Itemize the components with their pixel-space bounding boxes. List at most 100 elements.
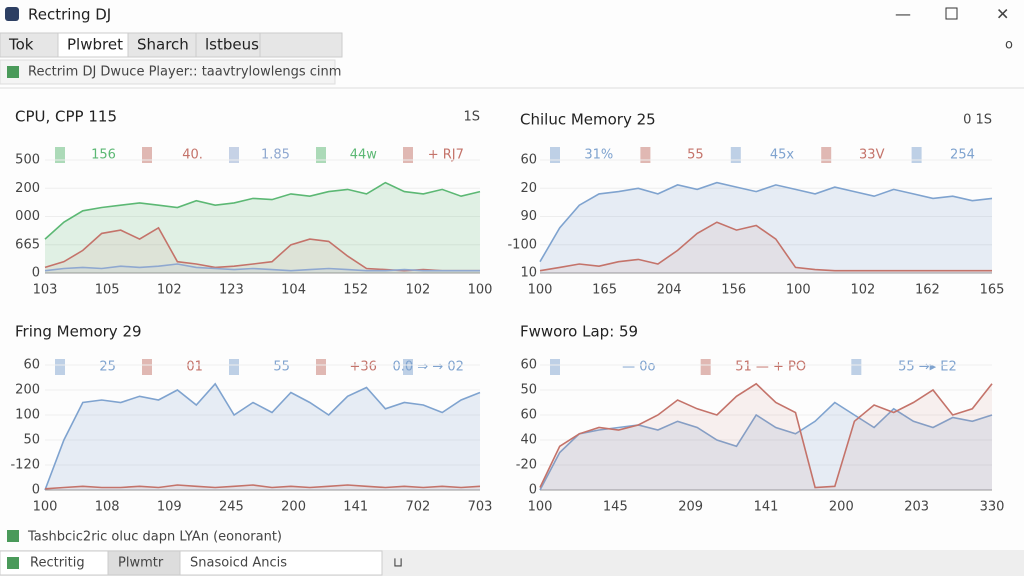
legend-swatch: [142, 359, 152, 375]
series-area: [540, 383, 992, 490]
series-area: [540, 182, 992, 273]
x-tick-label: 152: [343, 283, 368, 298]
y-tick-label: 40: [520, 433, 537, 448]
maximize-button[interactable]: [945, 7, 958, 20]
x-tick-label: 245: [219, 500, 244, 515]
app-icon: [5, 7, 19, 21]
legend-swatch: [550, 359, 560, 375]
legend-swatch: [316, 147, 326, 163]
legend-label: 33V: [859, 148, 885, 163]
panel-title: Chiluc Memory 25: [520, 111, 656, 129]
x-tick-label: 141: [343, 500, 368, 515]
legend-label: 55: [687, 148, 704, 163]
legend-swatch: [640, 147, 651, 163]
minimize-button[interactable]: —: [895, 5, 911, 24]
x-tick-label: 330: [980, 500, 1005, 515]
y-tick-label: -20: [516, 458, 537, 473]
x-tick-label: 204: [657, 283, 682, 298]
series-line: [44, 181, 481, 240]
legend-swatch: [316, 359, 326, 375]
tab[interactable]: [0, 32, 59, 58]
bottom-tab-label: Rectritig: [30, 556, 85, 571]
y-tick-label: 100: [15, 408, 40, 423]
settings-icon[interactable]: o: [1005, 38, 1013, 53]
window-title: Rectring DJ: [28, 6, 111, 24]
legend-label: 51 — + PO: [735, 360, 806, 375]
x-tick-label: 100: [528, 283, 553, 298]
legend-label: 156: [91, 148, 116, 163]
x-tick-label: 102: [405, 283, 430, 298]
x-tick-label: 141: [754, 500, 779, 515]
panel-title: Fwworo Lap: 59: [520, 323, 638, 341]
legend-swatch: [730, 147, 741, 163]
series-area: [540, 222, 992, 273]
legend-label: — 0o: [622, 360, 655, 375]
tab[interactable]: [195, 32, 261, 58]
tab-label: lstbeus: [205, 36, 259, 54]
y-tick-label: 20: [520, 181, 537, 196]
bottom-tab-icon: [7, 557, 19, 569]
bottom-tab-label: Plwmtr: [118, 556, 164, 571]
tab-label: Sharch: [137, 36, 189, 54]
tab[interactable]: [57, 32, 129, 58]
y-tick-label: 60: [520, 153, 537, 168]
series-line: [44, 382, 481, 491]
legend-label: 01: [186, 360, 203, 375]
x-tick-label: 200: [281, 500, 306, 515]
y-tick-label: 000: [15, 209, 40, 224]
x-tick-label: 156: [721, 283, 746, 298]
y-tick-label: -100: [507, 237, 537, 252]
legend-swatch: [229, 359, 239, 375]
panel-title: CPU, CPP 115: [15, 108, 117, 126]
legend-label: 0.0 ⇒ → 02: [392, 360, 463, 375]
x-tick-label: 703: [468, 500, 493, 515]
series-line: [44, 484, 481, 490]
y-tick-label: 60: [23, 358, 40, 373]
panel-corner: 0 1S: [963, 113, 992, 128]
legend-label: 44w: [350, 148, 378, 163]
bottom-icon[interactable]: ⊔: [393, 556, 403, 571]
legend-swatch: [550, 147, 560, 163]
y-tick-label: 50: [520, 383, 537, 398]
y-tick-label: 60: [520, 408, 537, 423]
x-tick-label: 100: [528, 500, 553, 515]
legend-label: + RJ7: [428, 148, 464, 163]
y-tick-label: 50: [23, 433, 40, 448]
status-text: Tashbcic2ric oluc dapn LYAn (eonorant): [27, 530, 282, 545]
legend-label: 254: [950, 148, 975, 163]
panel-corner: 1S: [463, 110, 480, 125]
y-tick-label: 0: [32, 266, 40, 281]
legend-swatch: [821, 147, 832, 163]
bottom-tab[interactable]: [179, 550, 383, 576]
y-tick-label: 0: [32, 483, 40, 498]
y-tick-label: 10: [520, 266, 537, 281]
x-tick-label: 109: [157, 500, 182, 515]
x-tick-label: 200: [829, 500, 854, 515]
x-tick-label: 145: [603, 500, 628, 515]
legend-swatch: [700, 359, 711, 375]
address-bar: [0, 59, 336, 85]
tab-label: Tok: [8, 36, 34, 54]
legend-swatch: [911, 147, 922, 163]
legend-swatch: [142, 147, 152, 163]
series-line: [539, 181, 993, 263]
legend-label: 40.: [182, 148, 203, 163]
legend-label: 55: [273, 360, 290, 375]
legend-label: +36: [349, 360, 376, 375]
panel-title: Fring Memory 29: [15, 323, 142, 341]
tab-label: Plwbret: [67, 36, 123, 54]
legend-swatch: [229, 147, 239, 163]
x-tick-label: 165: [592, 283, 617, 298]
legend-swatch: [55, 147, 65, 163]
x-tick-label: 105: [95, 283, 120, 298]
x-tick-label: 104: [281, 283, 306, 298]
y-tick-label: 90: [520, 209, 537, 224]
legend-swatch: [403, 147, 413, 163]
series-line: [44, 263, 480, 272]
series-line: [539, 221, 992, 272]
y-tick-label: 60: [520, 358, 537, 373]
x-tick-label: 203: [904, 500, 929, 515]
y-tick-label: 665: [15, 237, 40, 252]
close-button[interactable]: ✕: [996, 5, 1009, 24]
